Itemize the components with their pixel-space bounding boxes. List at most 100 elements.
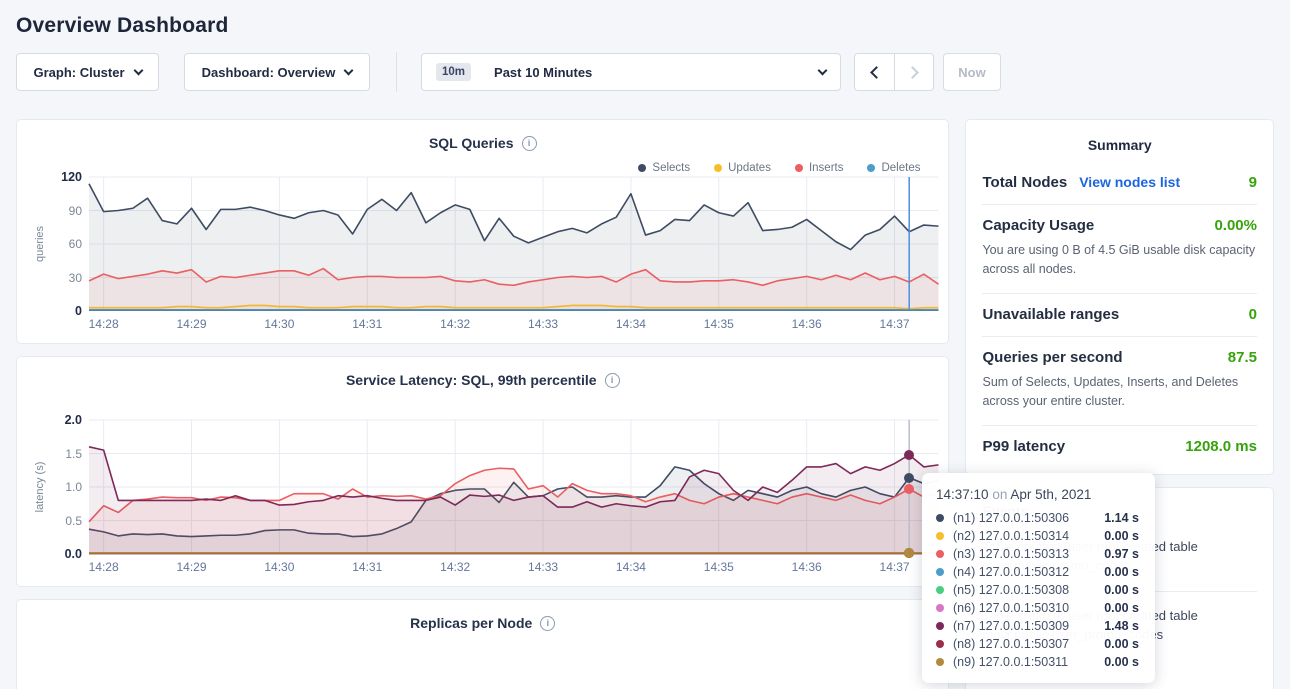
capacity-usage-value: 0.00% — [1214, 217, 1257, 234]
plot-area[interactable] — [89, 420, 938, 559]
series-color-dot — [936, 658, 944, 666]
legend-item[interactable]: Selects — [638, 160, 690, 175]
y-tick-label: 1.0 — [65, 480, 82, 494]
info-icon[interactable] — [540, 615, 556, 631]
time-forward-button[interactable] — [894, 54, 933, 90]
tooltip-node-value: 1.48 s — [1104, 619, 1139, 633]
tooltip-row: (n6) 127.0.0.1:50310 0.00 s — [936, 599, 1143, 617]
time-range-dropdown[interactable]: 10m Past 10 Minutes — [421, 53, 841, 91]
crosshair-data-dot — [904, 472, 915, 483]
series-color-dot — [936, 604, 944, 612]
time-range-badge: 10m — [436, 63, 472, 81]
unavailable-ranges-value: 0 — [1248, 305, 1257, 323]
service-latency-card: Service Latency: SQL, 99th percentile la… — [16, 356, 950, 587]
chevron-right-icon — [906, 65, 919, 79]
tooltip-node-value: 0.00 s — [1104, 655, 1139, 669]
sql-queries-card: SQL Queries Selects Updates Inserts Deletes… — [16, 119, 950, 344]
tooltip-node-value: 1.14 s — [1104, 511, 1139, 525]
chart-hover-tooltip: 14:37:10 on Apr 5th, 2021 (n1) 127.0.0.1… — [922, 473, 1155, 683]
x-tick-label: 14:37 — [879, 560, 910, 574]
tooltip-timestamp: 14:37:10 on Apr 5th, 2021 — [936, 487, 1092, 502]
qps-value: 87.5 — [1227, 348, 1257, 366]
total-nodes-label: Total Nodes — [982, 174, 1068, 191]
y-tick-label: 30 — [68, 270, 82, 285]
info-icon[interactable] — [604, 372, 620, 388]
x-tick-label: 14:30 — [264, 317, 295, 331]
y-tick-label: 2.0 — [64, 413, 82, 427]
summary-title: Summary — [1087, 137, 1152, 153]
x-tick-label: 14:35 — [703, 560, 734, 574]
legend-dot — [638, 163, 647, 172]
x-tick-label: 14:29 — [176, 560, 207, 574]
y-tick-label: 90 — [68, 203, 82, 218]
tooltip-node-label: (n2) 127.0.0.1:50314 — [953, 529, 1070, 543]
capacity-usage-label: Capacity Usage — [982, 217, 1095, 234]
legend-label: Deletes — [881, 161, 921, 174]
x-tick-label: 14:33 — [528, 317, 559, 331]
tooltip-row: (n8) 127.0.0.1:50307 0.00 s — [936, 635, 1143, 653]
summary-row-total-nodes: Total Nodes View nodes list 9 — [982, 162, 1257, 204]
tooltip-row: (n2) 127.0.0.1:50314 0.00 s — [936, 527, 1143, 545]
x-tick-label: 14:34 — [615, 317, 646, 331]
service-latency-chart: latency (s) 0.0 0.5 1.0 1.5 2.0 14:28 14:29 14… — [17, 413, 948, 576]
dashboard-dropdown[interactable]: Dashboard: Overview — [184, 53, 370, 91]
chevron-down-icon — [817, 65, 828, 76]
legend-dot — [794, 163, 803, 172]
legend-item[interactable]: Updates — [714, 160, 771, 175]
plot-area[interactable] — [89, 177, 938, 311]
view-nodes-list-link[interactable]: View nodes list — [1079, 174, 1181, 190]
y-axis-ticks: 0 30 60 90 120 — [51, 170, 89, 318]
series-color-dot — [936, 550, 944, 558]
total-nodes-value: 9 — [1248, 174, 1257, 191]
legend-label: Updates — [728, 161, 771, 174]
tooltip-node-label: (n3) 127.0.0.1:50313 — [953, 547, 1070, 561]
tooltip-node-value: 0.00 s — [1104, 565, 1139, 579]
tooltip-node-label: (n4) 127.0.0.1:50312 — [953, 565, 1070, 579]
chart-svg — [89, 177, 938, 311]
y-tick-label: 0 — [75, 304, 82, 318]
time-nav-group — [854, 53, 934, 91]
time-back-button[interactable] — [855, 54, 894, 90]
tooltip-node-value: 0.00 s — [1104, 637, 1139, 651]
tooltip-node-label: (n1) 127.0.0.1:50306 — [953, 511, 1070, 525]
y-axis-ticks: 0.0 0.5 1.0 1.5 2.0 — [51, 413, 89, 561]
legend-item[interactable]: Deletes — [867, 160, 920, 175]
tooltip-row: (n4) 127.0.0.1:50312 0.00 s — [936, 563, 1143, 581]
x-tick-label: 14:28 — [88, 560, 119, 574]
x-tick-label: 14:36 — [791, 560, 822, 574]
chart-legend: Selects Updates Inserts Deletes — [17, 151, 948, 175]
info-icon[interactable] — [521, 135, 537, 151]
dashboard-dropdown-label: Dashboard: Overview — [201, 64, 336, 80]
x-tick-label: 14:32 — [440, 317, 471, 331]
y-axis-unit-label: latency (s) — [34, 461, 46, 513]
series-color-dot — [936, 532, 944, 540]
unavailable-ranges-label: Unavailable ranges — [982, 305, 1120, 323]
tooltip-node-value: 0.00 s — [1104, 583, 1139, 597]
y-tick-label: 120 — [61, 170, 82, 184]
p99-latency-value: 1208.0 ms — [1185, 437, 1257, 455]
series-color-dot — [936, 514, 944, 522]
summary-row-capacity: Capacity Usage 0.00% You are using 0 B o… — [982, 204, 1257, 293]
summary-card: Summary Total Nodes View nodes list 9 Ca… — [965, 119, 1274, 475]
summary-row-unavailable: Unavailable ranges 0 — [982, 292, 1257, 336]
tooltip-row: (n1) 127.0.0.1:50306 1.14 s — [936, 509, 1143, 527]
legend-item[interactable]: Inserts — [794, 160, 844, 175]
x-tick-label: 14:30 — [264, 560, 295, 574]
replicas-per-node-title: Replicas per Node — [410, 615, 533, 631]
graph-dropdown-label: Graph: Cluster — [33, 64, 125, 80]
legend-label: Inserts — [808, 161, 844, 174]
now-button[interactable]: Now — [943, 53, 1001, 91]
dashboard-controls: Graph: Cluster Dashboard: Overview 10m P… — [16, 52, 1274, 92]
x-tick-label: 14:34 — [615, 560, 646, 574]
crosshair-data-dot — [904, 449, 915, 460]
chart-svg — [89, 420, 938, 554]
page-title: Overview Dashboard — [16, 14, 229, 37]
series-color-dot — [936, 568, 944, 576]
graph-dropdown[interactable]: Graph: Cluster — [16, 53, 159, 91]
series-color-dot — [936, 640, 944, 648]
time-range-label: Past 10 Minutes — [494, 64, 593, 80]
charts-column: SQL Queries Selects Updates Inserts Deletes… — [16, 119, 950, 689]
series-color-dot — [936, 622, 944, 630]
sql-queries-title: SQL Queries — [428, 135, 514, 151]
crosshair-data-dot — [904, 484, 915, 494]
